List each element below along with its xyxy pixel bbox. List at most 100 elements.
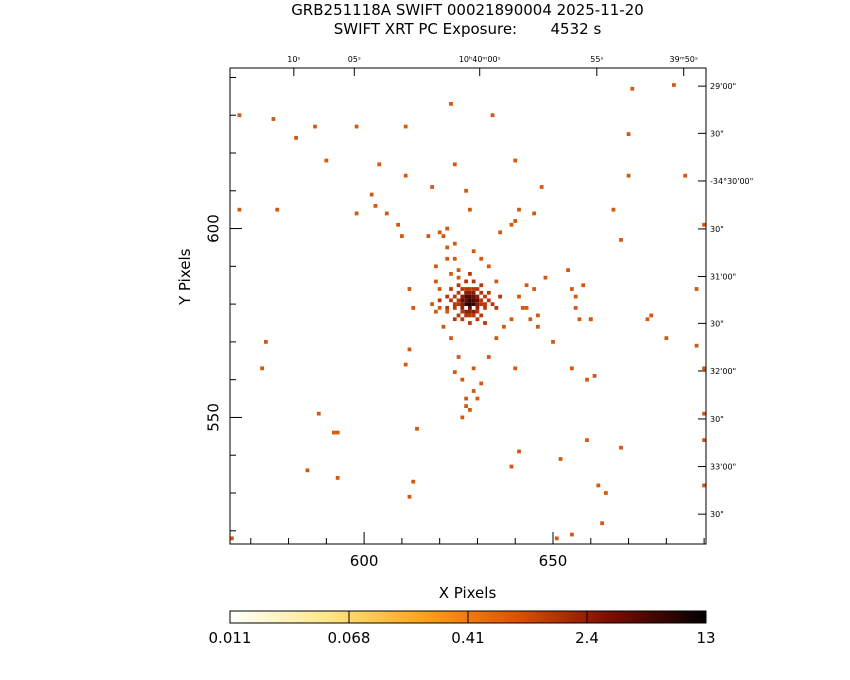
count-pixel [468, 272, 472, 276]
count-pixel [377, 162, 382, 167]
count-pixel [434, 264, 438, 269]
count-pixel [509, 464, 514, 469]
count-pixel [230, 536, 234, 541]
count-pixel [452, 241, 457, 246]
count-pixel [437, 287, 442, 291]
count-pixel [369, 192, 374, 197]
count-pixel [475, 302, 480, 306]
count-pixel [456, 290, 461, 295]
x-tick-label: 600 [350, 552, 379, 570]
count-pixel [426, 234, 431, 238]
count-pixel [539, 185, 544, 189]
axes: 600 650 550 600 10ˢ 05ˢ 10ʰ40ᵐ00ˢ 55ˢ 39ᵐ50ˢ 29'0… [205, 55, 754, 570]
count-pixel [437, 306, 442, 310]
count-pixel [702, 411, 706, 416]
count-pixel [452, 302, 457, 306]
count-pixel [373, 204, 378, 208]
count-pixel [604, 491, 608, 495]
count-pixel [509, 317, 514, 322]
count-pixel [702, 483, 706, 488]
count-pixel [452, 256, 457, 261]
count-pixel [464, 396, 468, 401]
count-pixel [524, 283, 529, 288]
count-pixel [434, 279, 438, 284]
count-pixel [468, 287, 472, 291]
chart-subtitle: SWIFT XRT PC Exposure: 4532 s [0, 20, 850, 38]
count-pixel [464, 287, 468, 291]
count-pixel [471, 313, 476, 318]
count-pixel [471, 389, 476, 393]
count-pixel [490, 302, 495, 306]
y-tick-label: 550 [205, 403, 223, 432]
count-pixel [313, 124, 317, 129]
count-pixel [702, 222, 706, 227]
count-pixel [407, 494, 412, 499]
count-pixel [452, 294, 457, 299]
count-pixel [445, 306, 450, 310]
chart-title: GRB251118A SWIFT 00021890004 2025-11-20 [291, 1, 644, 19]
y-tick-label: 600 [205, 214, 223, 243]
count-pixel [445, 294, 450, 299]
count-pixel [551, 340, 555, 344]
count-pixel [324, 158, 329, 163]
count-pixel [464, 309, 468, 314]
count-pixel [513, 366, 518, 371]
count-pixel [437, 230, 442, 235]
colorbar-label: 0.41 [451, 629, 484, 647]
count-pixel [449, 336, 453, 340]
count-pixel [619, 238, 623, 242]
count-pixel [445, 256, 450, 261]
dec-tick-label: 30" [710, 129, 724, 138]
count-pixel [464, 298, 468, 303]
ra-tick-label: 55ˢ [590, 55, 603, 64]
count-pixel [585, 438, 589, 442]
count-pixel [600, 521, 604, 526]
count-pixel [517, 294, 521, 299]
count-pixel [468, 313, 472, 318]
count-pixel [479, 313, 484, 318]
count-pixel [494, 279, 499, 284]
count-pixel [573, 294, 578, 299]
count-pixel [460, 306, 465, 310]
count-pixel [460, 302, 465, 306]
count-pixel [456, 283, 461, 288]
count-pixel [517, 449, 521, 454]
count-pixel [517, 207, 521, 212]
dec-tick-label: 29'00" [710, 82, 736, 91]
count-pixel [479, 381, 484, 386]
count-pixel [335, 476, 340, 480]
count-pixel [694, 343, 699, 348]
dec-tick-label: 30" [710, 510, 724, 519]
count-pixel [483, 306, 487, 310]
count-pixel [354, 124, 359, 129]
count-pixel [468, 302, 472, 306]
ra-tick-label: 39ᵐ50ˢ [670, 55, 698, 64]
count-pixel [471, 279, 476, 284]
count-pixel [581, 283, 586, 288]
count-pixel [437, 298, 442, 303]
count-pixel [452, 317, 457, 322]
count-pixel [475, 294, 480, 299]
count-pixel [694, 287, 699, 291]
count-pixel [626, 173, 631, 178]
count-pixel [445, 245, 450, 250]
counts-pixels [230, 83, 706, 541]
count-pixel [411, 306, 416, 310]
ra-tick-label: 05ˢ [348, 55, 361, 64]
count-pixel [577, 317, 582, 322]
count-pixel [260, 366, 264, 371]
count-pixel [475, 287, 480, 291]
count-pixel [271, 117, 276, 121]
count-pixel [468, 306, 472, 310]
count-pixel [354, 211, 359, 216]
count-pixel [479, 290, 484, 295]
count-pixel [396, 222, 400, 227]
count-pixel [588, 317, 593, 322]
count-pixel [524, 306, 529, 310]
count-pixel [464, 290, 468, 295]
count-pixel [570, 532, 574, 537]
count-pixel [456, 355, 461, 359]
count-pixel [483, 294, 487, 299]
count-pixel [460, 317, 465, 322]
colorbar-label: 0.011 [209, 629, 252, 647]
